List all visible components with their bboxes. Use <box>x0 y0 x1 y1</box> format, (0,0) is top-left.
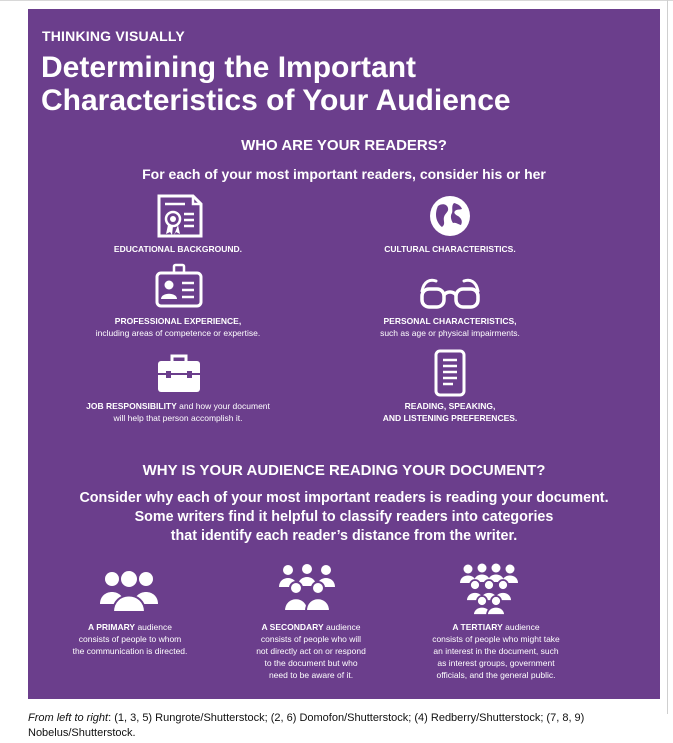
section1-lead: For each of your most important readers,… <box>142 166 546 182</box>
tertiary-audience-label: A TERTIARY audience consists of people w… <box>432 622 560 680</box>
personal-characteristics-label: PERSONAL CHARACTERISTICS, such as age or… <box>380 316 520 338</box>
cultural-characteristics-label: CULTURAL CHARACTERISTICS. <box>384 244 516 254</box>
briefcase-icon <box>158 354 200 392</box>
secondary-audience-label: A SECONDARY audience consists of people … <box>256 622 366 680</box>
section2-heading: WHY IS YOUR AUDIENCE READING YOUR DOCUME… <box>142 462 546 479</box>
title-line-1: Determining the Important <box>41 51 417 84</box>
right-border <box>667 0 668 714</box>
reading-preferences-label: READING, SPEAKING, AND LISTENING PREFERE… <box>382 401 518 423</box>
infographic-panel: THINKING VISUALLY Determining the Import… <box>28 9 660 699</box>
tablet-icon <box>434 349 466 397</box>
top-border <box>0 0 673 1</box>
group-small-icon <box>100 569 158 613</box>
id-badge-icon <box>155 263 203 308</box>
title-line-2: Characteristics of Your Audience <box>41 84 511 117</box>
certificate-icon <box>157 194 203 238</box>
globe-icon <box>430 196 470 236</box>
section2-lead: Consider why each of your most important… <box>79 490 609 544</box>
section1-heading: WHO ARE YOUR READERS? <box>241 137 447 154</box>
educational-background-label: EDUCATIONAL BACKGROUND. <box>113 244 243 254</box>
group-medium-icon <box>279 564 335 612</box>
kicker: THINKING VISUALLY <box>42 28 185 44</box>
primary-audience-label: A PRIMARY audience consists of people to… <box>72 622 188 656</box>
glasses-icon <box>420 278 480 309</box>
photo-credit-caption: From left to right: (1, 3, 5) Rungrote/S… <box>28 712 585 739</box>
page-title: Determining the Important Characteristic… <box>41 51 511 117</box>
group-large-icon <box>460 563 518 615</box>
professional-experience-label: PROFESSIONAL EXPERIENCE, including areas… <box>95 316 261 338</box>
job-responsibility-label: JOB RESPONSIBILITY and how your document… <box>86 401 270 423</box>
